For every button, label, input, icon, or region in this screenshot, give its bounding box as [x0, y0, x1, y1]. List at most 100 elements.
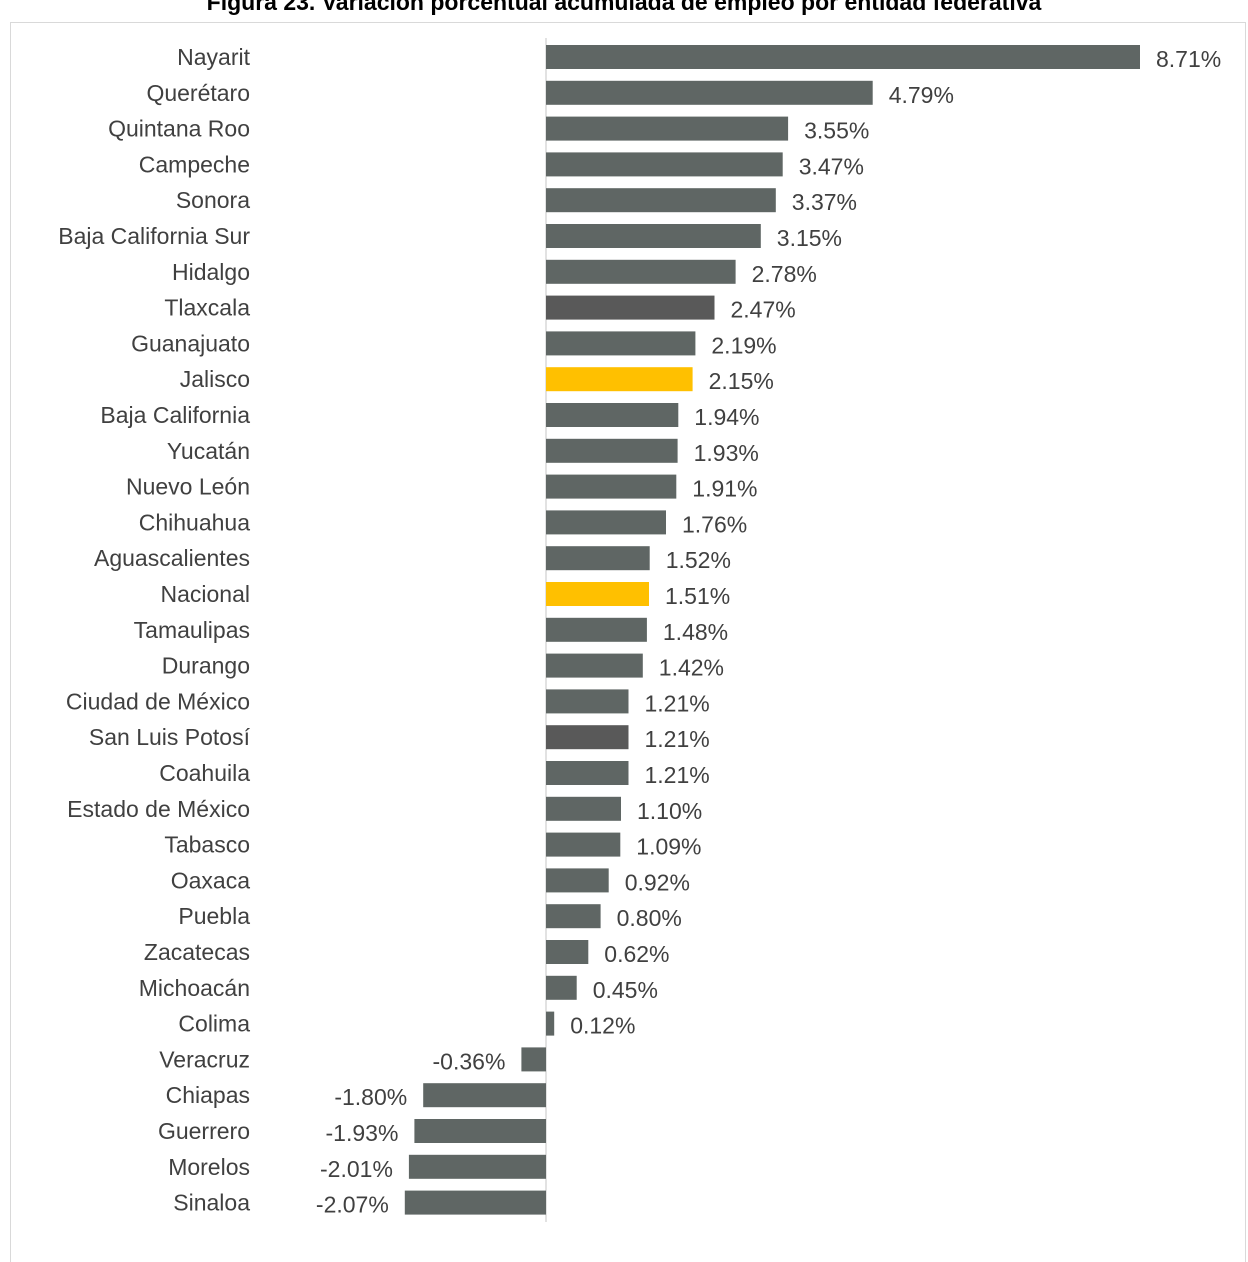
category-label-4: Sonora [176, 187, 250, 213]
bar-2 [546, 116, 789, 141]
category-labels-group: Nayarit Querétaro Quintana Roo Campeche Sono… [58, 44, 250, 1216]
value-label-18: 1.21% [645, 690, 710, 716]
value-label-0: 8.71% [1156, 46, 1221, 72]
bar-25 [546, 940, 589, 964]
value-label-25: 0.62% [604, 941, 669, 967]
category-label-16: Tamaulipas [134, 617, 250, 643]
bar-32 [404, 1190, 546, 1215]
bar-28 [521, 1047, 546, 1072]
category-label-12: Nuevo León [126, 474, 250, 500]
bar-29 [423, 1083, 546, 1108]
value-label-15: 1.51% [665, 583, 730, 609]
bar-21 [546, 796, 621, 821]
category-label-13: Chihuahua [139, 509, 250, 535]
bar-13 [546, 510, 666, 535]
category-label-7: Tlaxcala [164, 295, 250, 321]
bar-31 [408, 1154, 546, 1179]
value-label-14: 1.52% [666, 547, 731, 573]
chart-title: Figura 23. Variación porcentual acumulad… [206, 0, 1042, 15]
value-label-16: 1.48% [663, 619, 728, 645]
category-label-11: Yucatán [167, 438, 250, 464]
value-label-4: 3.37% [792, 189, 857, 215]
bar-9 [546, 367, 693, 392]
category-label-1: Querétaro [146, 80, 250, 106]
value-label-26: 0.45% [593, 977, 658, 1003]
category-label-9: Jalisco [180, 366, 250, 392]
category-label-29: Chiapas [166, 1082, 250, 1108]
category-label-32: Sinaloa [173, 1190, 250, 1216]
bar-8 [546, 331, 696, 356]
bars-group [404, 45, 1140, 1215]
category-label-8: Guanajuato [131, 330, 250, 356]
category-label-21: Estado de México [67, 796, 250, 822]
bar-12 [546, 474, 677, 499]
category-label-23: Oaxaca [171, 867, 250, 893]
value-label-19: 1.21% [645, 726, 710, 752]
value-label-7: 2.47% [731, 297, 796, 323]
value-label-5: 3.15% [777, 225, 842, 251]
category-label-10: Baja California [100, 402, 250, 428]
value-label-11: 1.93% [694, 440, 759, 466]
value-label-31: -2.01% [320, 1156, 393, 1182]
category-label-3: Campeche [139, 151, 250, 177]
category-label-15: Nacional [161, 581, 251, 607]
value-label-28: -0.36% [433, 1048, 506, 1074]
category-label-31: Morelos [168, 1154, 250, 1180]
bar-1 [546, 80, 873, 105]
value-label-23: 0.92% [625, 869, 690, 895]
category-label-18: Ciudad de México [66, 688, 250, 714]
category-label-0: Nayarit [177, 44, 250, 70]
bar-18 [546, 689, 629, 714]
value-label-29: -1.80% [334, 1084, 407, 1110]
value-label-9: 2.15% [709, 368, 774, 394]
value-label-24: 0.80% [617, 905, 682, 931]
value-label-6: 2.78% [752, 261, 817, 287]
bar-19 [546, 725, 629, 750]
category-label-20: Coahuila [159, 760, 250, 786]
value-label-32: -2.07% [316, 1192, 389, 1218]
value-label-17: 1.42% [659, 655, 724, 681]
value-label-30: -1.93% [326, 1120, 399, 1146]
bar-24 [546, 904, 601, 929]
value-labels-group: 8.71% 4.79% 3.55% 3.47% 3.37% 3.15% 2.78% 2.47%… [316, 46, 1221, 1218]
bar-10 [546, 403, 679, 427]
value-label-10: 1.94% [694, 404, 759, 430]
bar-20 [546, 761, 629, 785]
bar-7 [546, 295, 715, 320]
bar-30 [414, 1119, 546, 1143]
category-label-5: Baja California Sur [58, 223, 250, 249]
value-label-13: 1.76% [682, 511, 747, 537]
value-label-20: 1.21% [645, 762, 710, 788]
bar-5 [546, 224, 761, 248]
category-label-26: Michoacán [139, 975, 250, 1001]
value-label-1: 4.79% [889, 82, 954, 108]
value-label-27: 0.12% [570, 1013, 635, 1039]
value-label-12: 1.91% [692, 476, 757, 502]
bar-23 [546, 868, 609, 893]
bar-6 [546, 259, 736, 284]
category-label-2: Quintana Roo [108, 116, 250, 142]
bar-17 [546, 653, 643, 678]
bar-0 [546, 45, 1140, 69]
value-label-3: 3.47% [799, 153, 864, 179]
bar-27 [546, 1011, 555, 1036]
category-label-14: Aguascalientes [94, 545, 250, 571]
value-label-8: 2.19% [711, 332, 776, 358]
category-label-22: Tabasco [164, 832, 250, 858]
category-label-25: Zacatecas [144, 939, 250, 965]
bar-11 [546, 438, 678, 463]
category-label-19: San Luis Potosí [89, 724, 251, 750]
category-label-24: Puebla [178, 903, 250, 929]
bar-3 [546, 152, 783, 177]
bar-15 [546, 582, 649, 606]
bar-22 [546, 832, 621, 857]
category-label-17: Durango [162, 653, 250, 679]
value-label-2: 3.55% [804, 118, 869, 144]
chart-frame [10, 22, 1246, 1262]
bar-4 [546, 188, 776, 213]
bar-14 [546, 546, 650, 571]
category-label-30: Guerrero [158, 1118, 250, 1144]
value-label-22: 1.09% [636, 834, 701, 860]
bar-16 [546, 617, 647, 642]
